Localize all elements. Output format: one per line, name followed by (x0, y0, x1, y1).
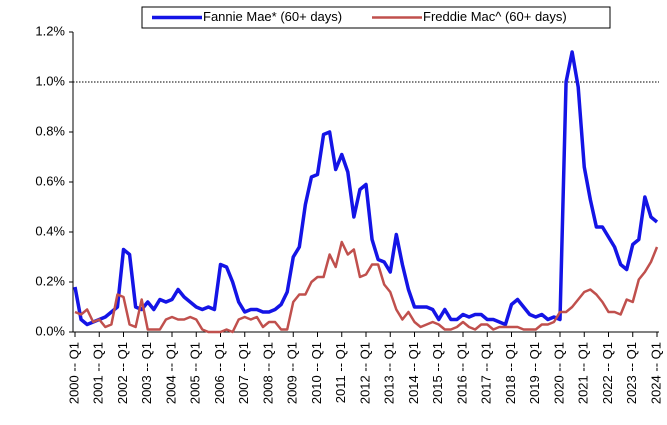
y-tick-label: 0.8% (35, 123, 65, 138)
x-tick-label: 2023 -- Q1 (624, 342, 639, 404)
x-tick-label: 2009 -- Q1 (285, 342, 300, 404)
legend-label: Freddie Mac^ (60+ days) (423, 9, 567, 24)
x-tick-label: 2014 -- Q1 (406, 342, 421, 404)
series-line (73, 50, 659, 327)
x-tick-label: 2011 -- Q1 (333, 342, 348, 403)
x-tick-label: 2021 -- Q1 (576, 342, 591, 404)
x-tick-label: 2002 -- Q1 (115, 342, 130, 404)
x-tick-label: 2000 -- Q1 (66, 342, 81, 404)
y-tick-label: 0.6% (35, 173, 65, 188)
x-tick-label: 2013 -- Q1 (382, 342, 397, 404)
x-tick-label: 2012 -- Q1 (357, 342, 372, 404)
x-tick-label: 2016 -- Q1 (454, 342, 469, 404)
y-tick-label: 0.2% (35, 273, 65, 288)
x-tick-label: 2007 -- Q1 (236, 342, 251, 404)
x-tick-label: 2010 -- Q1 (309, 342, 324, 404)
x-tick-label: 2004 -- Q1 (163, 342, 178, 404)
x-tick-label: 2019 -- Q1 (527, 342, 542, 404)
legend-label: Fannie Mae* (60+ days) (203, 9, 342, 24)
x-tick-label: 2005 -- Q1 (188, 342, 203, 404)
x-tick-label: 2003 -- Q1 (139, 342, 154, 404)
y-tick-label: 0.4% (35, 223, 65, 238)
legend: Fannie Mae* (60+ days) Freddie Mac^ (60+ … (141, 6, 611, 29)
x-tick-label: 2018 -- Q1 (503, 342, 518, 404)
y-tick-label: 1.0% (35, 73, 65, 88)
x-tick-label: 2017 -- Q1 (479, 342, 494, 404)
y-tick-label: 1.2% (35, 23, 65, 38)
x-tick-label: 2024 -- Q1 (648, 342, 663, 404)
x-tick-label: 2008 -- Q1 (260, 342, 275, 404)
x-tick-label: 2020 -- Q1 (551, 342, 566, 404)
x-tick-label: 2015 -- Q1 (430, 342, 445, 404)
x-tick-label: 2001 -- Q1 (91, 342, 106, 404)
x-tick-label: 2022 -- Q1 (600, 342, 615, 404)
series-line (74, 240, 659, 334)
y-tick-label: 0.0% (35, 323, 65, 338)
x-tick-label: 2006 -- Q1 (212, 342, 227, 404)
